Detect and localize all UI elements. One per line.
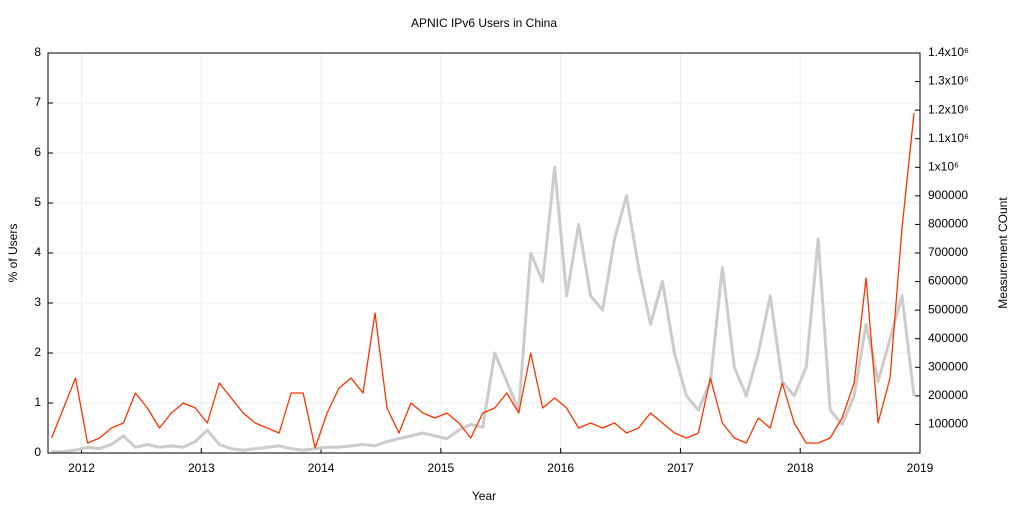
data-line xyxy=(50,112,915,449)
x-tick-label: 2018 xyxy=(787,461,814,475)
x-tick-label: 2017 xyxy=(667,461,694,475)
y2-tick-label: 300000 xyxy=(928,359,968,373)
y2-axis-title: Measurement COunt xyxy=(996,197,1010,309)
y-tick-label: 6 xyxy=(34,145,41,159)
y-tick-label: 7 xyxy=(34,95,41,109)
x-tick-label: 2019 xyxy=(907,461,934,475)
y2-tick-label: 1.4x10⁶ xyxy=(928,45,969,59)
y2-tick-label: 200000 xyxy=(928,388,968,402)
y-tick-label: 1 xyxy=(34,395,41,409)
y2-tick-label: 800000 xyxy=(928,217,968,231)
y2-tick-label: 100000 xyxy=(928,417,968,431)
y2-tick-label: 1.2x10⁶ xyxy=(928,102,969,116)
y2-tick-label: 400000 xyxy=(928,331,968,345)
x-tick-label: 2014 xyxy=(308,461,335,475)
y-tick-label: 4 xyxy=(34,245,41,259)
x-axis-title: Year xyxy=(472,489,496,503)
y-tick-label: 0 xyxy=(34,445,41,459)
y2-tick-label: 600000 xyxy=(928,274,968,288)
plot-frame xyxy=(47,52,921,454)
y2-tick-label: 1x10⁶ xyxy=(928,159,959,173)
data-line xyxy=(51,165,916,454)
y-tick-label: 2 xyxy=(34,345,41,359)
y2-tick-label: 900000 xyxy=(928,188,968,202)
y2-tick-label: 700000 xyxy=(928,245,968,259)
y-tick-label: 5 xyxy=(34,195,41,209)
chart-title: APNIC IPv6 Users in China xyxy=(411,16,557,30)
y-tick-label: 3 xyxy=(34,295,41,309)
y2-tick-label: 1.3x10⁶ xyxy=(928,74,969,88)
x-tick-label: 2016 xyxy=(547,461,574,475)
y-tick-label: 8 xyxy=(34,45,41,59)
y-axis-title: % of Users xyxy=(6,224,20,283)
y2-tick-label: 500000 xyxy=(928,302,968,316)
x-tick-label: 2015 xyxy=(428,461,455,475)
y2-tick-label: 1.1x10⁶ xyxy=(928,131,969,145)
x-tick-label: 2012 xyxy=(68,461,95,475)
x-tick-label: 2013 xyxy=(188,461,215,475)
